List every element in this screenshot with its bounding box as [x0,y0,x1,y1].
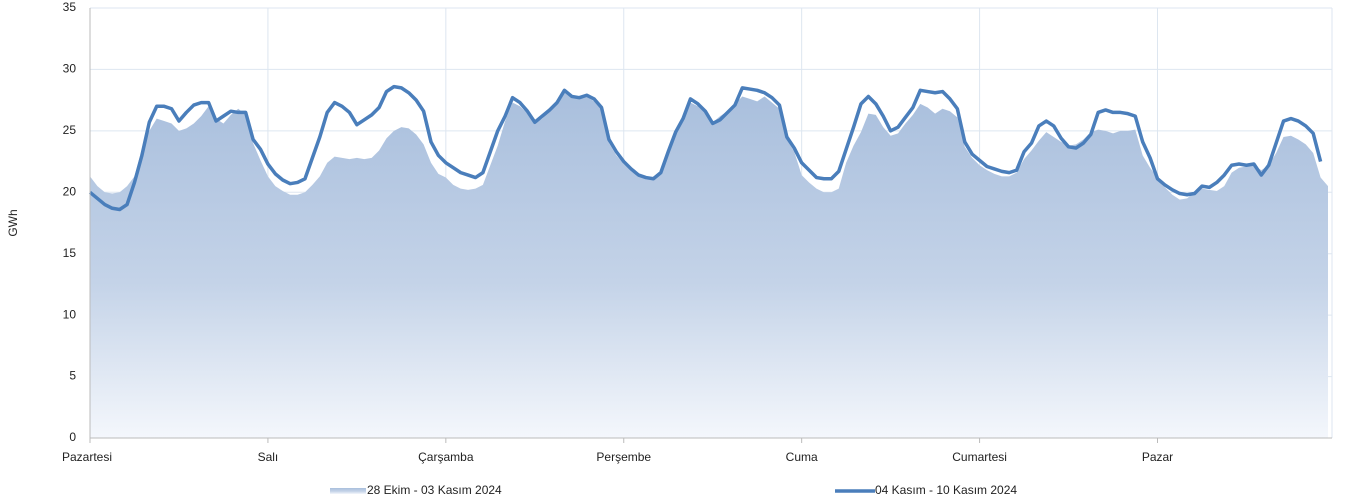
y-tick-label: 5 [69,369,76,383]
legend-label: 28 Ekim - 03 Kasım 2024 [367,483,502,497]
y-tick-label: 15 [63,246,77,260]
x-tick-label: Çarşamba [418,450,474,464]
y-tick-label: 25 [63,123,77,137]
y-tick-label: 10 [63,307,77,321]
x-tick-label: Pazar [1142,450,1173,464]
y-tick-label: 30 [63,62,77,76]
area [90,92,1328,439]
line [88,84,1323,212]
y-axis-label: GWh [6,209,20,236]
y-tick-label: 0 [69,430,76,444]
legend-swatch [330,488,366,494]
x-tick-label: Pazartesi [62,450,112,464]
x-tick-label: Perşembe [596,450,651,464]
x-tick-label: Cumartesi [952,450,1007,464]
y-tick-label: 20 [63,184,77,198]
y-tick-label: 35 [63,0,77,14]
legend-label: 04 Kasım - 10 Kasım 2024 [875,483,1017,497]
x-tick-label: Salı [258,450,279,464]
x-tick-label: Cuma [786,450,818,464]
